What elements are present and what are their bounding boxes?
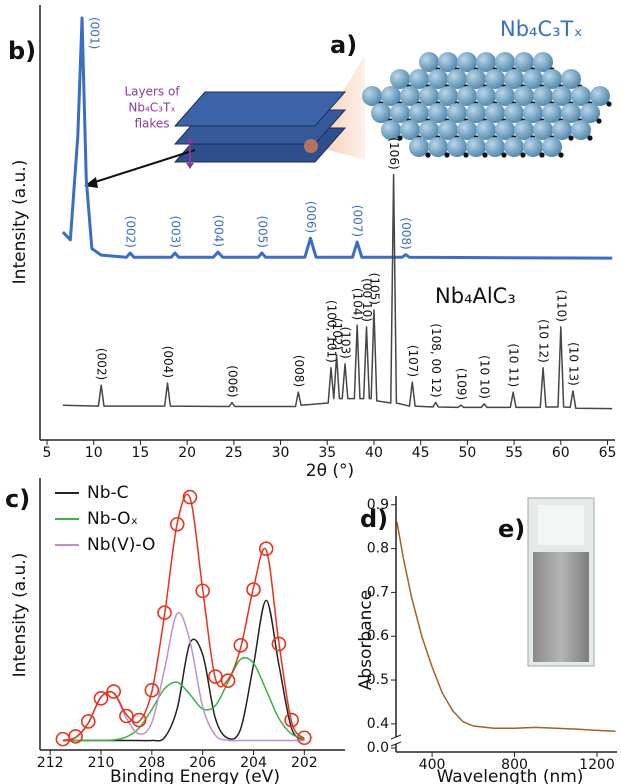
- arrow: [92, 150, 195, 183]
- x-tick-label: 1200: [579, 757, 615, 773]
- legend-label: Nb-C: [87, 483, 129, 503]
- y-axis-title: Intensity (a.u.): [10, 553, 30, 678]
- figure: a) Layers of Nb₄C₃Tₓ flakes e) 510152025…: [0, 0, 622, 784]
- peak-label: (107): [406, 345, 420, 377]
- peak-label: (006): [304, 201, 318, 233]
- peak-label: (004): [211, 215, 225, 247]
- cuvette-liquid: [533, 552, 589, 662]
- illustration: a) Layers of Nb₄C₃Tₓ flakes: [84, 31, 612, 188]
- caption: Layers of: [124, 85, 180, 99]
- panel-label: c): [5, 485, 30, 513]
- atom: [482, 152, 487, 157]
- atom: [463, 152, 468, 157]
- panel-label: e): [498, 515, 525, 543]
- x-tick-label: 25: [225, 445, 243, 461]
- atom: [558, 152, 563, 157]
- atom: [425, 152, 430, 157]
- y-tick-label: 0.4: [367, 716, 389, 732]
- peak-label: (10 11): [507, 343, 521, 387]
- zoom-spot: [304, 139, 318, 153]
- y-tick-label: 0.8: [367, 541, 389, 557]
- caption: Nb₄C₃Tₓ: [128, 101, 175, 115]
- peak-label: (109): [454, 368, 468, 400]
- atom: [520, 152, 525, 157]
- atom: [587, 135, 592, 140]
- panel-label: d): [360, 505, 388, 533]
- peak-label: (108, 00 12): [429, 323, 443, 397]
- x-tick-label: 15: [132, 445, 150, 461]
- x-tick-label: 202: [291, 755, 318, 771]
- atom: [539, 152, 544, 157]
- atom: [501, 152, 506, 157]
- atom: [606, 101, 611, 106]
- peak-label: (002): [95, 348, 109, 380]
- peak-label: (008): [292, 355, 306, 387]
- caption: flakes: [134, 117, 169, 131]
- data-point: [82, 715, 95, 728]
- x-tick-label: 20: [178, 445, 196, 461]
- peak-label: (110): [554, 290, 568, 322]
- atom: [568, 135, 573, 140]
- peak-label: (005): [255, 216, 269, 248]
- panel-label: a): [330, 31, 357, 59]
- peak-label: (001): [88, 17, 102, 49]
- panel-label: b): [8, 37, 36, 65]
- atom: [444, 152, 449, 157]
- x-tick-label: 10: [85, 445, 103, 461]
- arrow-head: [186, 163, 194, 169]
- x-tick-label: 212: [37, 755, 64, 771]
- data-point: [120, 710, 133, 723]
- peak-label: (006): [225, 365, 239, 397]
- x-tick-label: 65: [599, 445, 617, 461]
- cuvette-glass: [538, 505, 584, 545]
- series-line: [63, 175, 612, 409]
- x-tick-label: 50: [458, 445, 476, 461]
- peak-label: (003): [168, 216, 182, 248]
- atom: [596, 118, 601, 123]
- x-tick-label: 60: [552, 445, 570, 461]
- x-axis-title: 2θ (°): [306, 461, 354, 481]
- peak-label: (007): [351, 205, 365, 237]
- peak-label: (10 12): [537, 319, 551, 363]
- peak-label: (002): [124, 216, 138, 248]
- data-point: [133, 714, 146, 727]
- peak-label: (10 10): [478, 355, 492, 399]
- series-label: Nb₄C₃Tₓ: [500, 17, 583, 41]
- peak-label: (106): [387, 137, 401, 169]
- legend-label: Nb-Oₓ: [87, 509, 138, 529]
- photo: e): [498, 498, 594, 666]
- x-tick-label: 40: [365, 445, 383, 461]
- peak-label: (10 13): [566, 342, 580, 386]
- y-axis-title: Absorbance: [356, 590, 376, 690]
- series-label: Nb₄AlC₃: [435, 284, 516, 308]
- peak-label: (105): [367, 273, 381, 305]
- peak-label: (008): [399, 217, 413, 249]
- x-tick-label: 55: [505, 445, 523, 461]
- x-axis-title: Binding Energy (eV): [110, 767, 280, 784]
- x-tick-label: 35: [318, 445, 336, 461]
- y-axis-title: Intensity (a.u.): [10, 160, 30, 285]
- x-tick-label: 30: [272, 445, 290, 461]
- peak-label: (004): [161, 346, 175, 378]
- series-line: [63, 494, 304, 740]
- x-tick-label: 5: [43, 445, 52, 461]
- legend-label: Nb(V)-O: [87, 535, 155, 555]
- peak-label: (103): [339, 327, 353, 359]
- x-tick-label: 45: [412, 445, 430, 461]
- flake-layer: [175, 92, 345, 126]
- x-axis-title: Wavelength (nm): [437, 767, 584, 784]
- y-tick-label: 0.0: [367, 740, 389, 756]
